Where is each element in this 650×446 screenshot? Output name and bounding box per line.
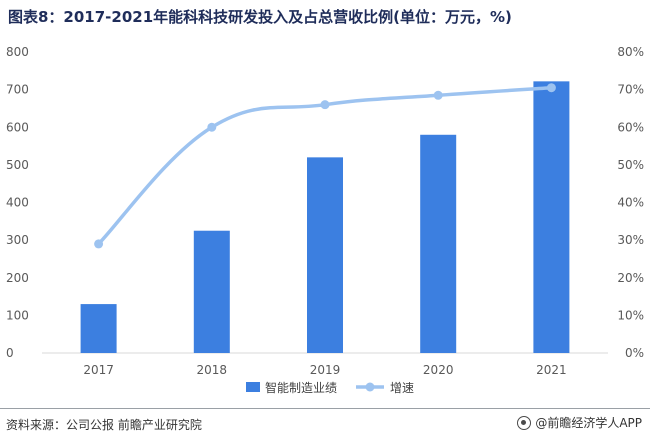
left-tick-label: 0: [6, 346, 14, 360]
left-tick-label: 700: [6, 83, 29, 97]
growth-point-2017: [94, 239, 104, 249]
brand-text: @前瞻经济学人APP: [535, 416, 642, 430]
legend: 智能制造业绩 增速: [246, 380, 414, 395]
bar-2018: [193, 230, 230, 353]
bar-series: [80, 81, 570, 353]
left-tick-label: 100: [6, 308, 29, 322]
bar-2021: [533, 81, 570, 353]
legend-label-line: 增速: [390, 381, 414, 395]
legend-label-bar: 智能制造业绩: [265, 380, 337, 395]
footer-divider: [0, 408, 650, 409]
bar-2019: [307, 157, 343, 353]
right-tick-label: 60%: [617, 120, 644, 134]
line-series: [94, 83, 556, 249]
growth-point-2021: [546, 83, 556, 93]
x-tick-label: 2018: [197, 363, 228, 377]
growth-point-2018: [207, 122, 217, 132]
right-tick-label: 10%: [617, 308, 644, 322]
left-tick-label: 200: [6, 271, 29, 285]
left-tick-label: 300: [6, 233, 29, 247]
combo-chart: 0 100 200 300 400 500 600 700 800 0% 10% 20% 30% 40%…: [6, 45, 644, 395]
right-tick-label: 70%: [617, 83, 644, 97]
x-tick-label: 2020: [423, 363, 454, 377]
right-tick-label: 40%: [617, 196, 644, 210]
x-axis: 2017 2018 2019 2020 2021: [83, 363, 566, 377]
legend-marker-line: [365, 382, 375, 392]
chart-title: 图表8：2017-2021年能科科技研发投入及占总营收比例(单位：万元，%): [8, 8, 512, 26]
right-tick-label: 30%: [617, 233, 644, 247]
source-note: 资料来源：公司公报 前瞻产业研究院: [6, 418, 202, 432]
bar-2017: [80, 304, 117, 353]
right-tick-label: 50%: [617, 158, 644, 172]
x-tick-label: 2017: [83, 363, 114, 377]
legend-swatch-bar: [246, 382, 260, 392]
growth-point-2020: [433, 90, 443, 100]
right-tick-label: 20%: [617, 271, 644, 285]
right-tick-label: 0%: [625, 346, 644, 360]
growth-point-2019: [320, 100, 330, 110]
brand-mark: @前瞻经济学人APP: [517, 414, 642, 431]
right-axis: 0% 10% 20% 30% 40% 50% 60% 70% 80%: [617, 45, 644, 360]
bar-2020: [420, 134, 457, 353]
right-tick-label: 80%: [617, 45, 644, 59]
left-tick-label: 500: [6, 158, 29, 172]
left-tick-label: 600: [6, 120, 29, 134]
left-tick-label: 800: [6, 45, 29, 59]
brand-logo-icon: [517, 415, 532, 430]
x-tick-label: 2019: [310, 363, 341, 377]
growth-line: [97, 85, 552, 246]
x-tick-label: 2021: [536, 363, 567, 377]
left-axis: 0 100 200 300 400 500 600 700 800: [6, 45, 29, 360]
left-tick-label: 400: [6, 196, 29, 210]
